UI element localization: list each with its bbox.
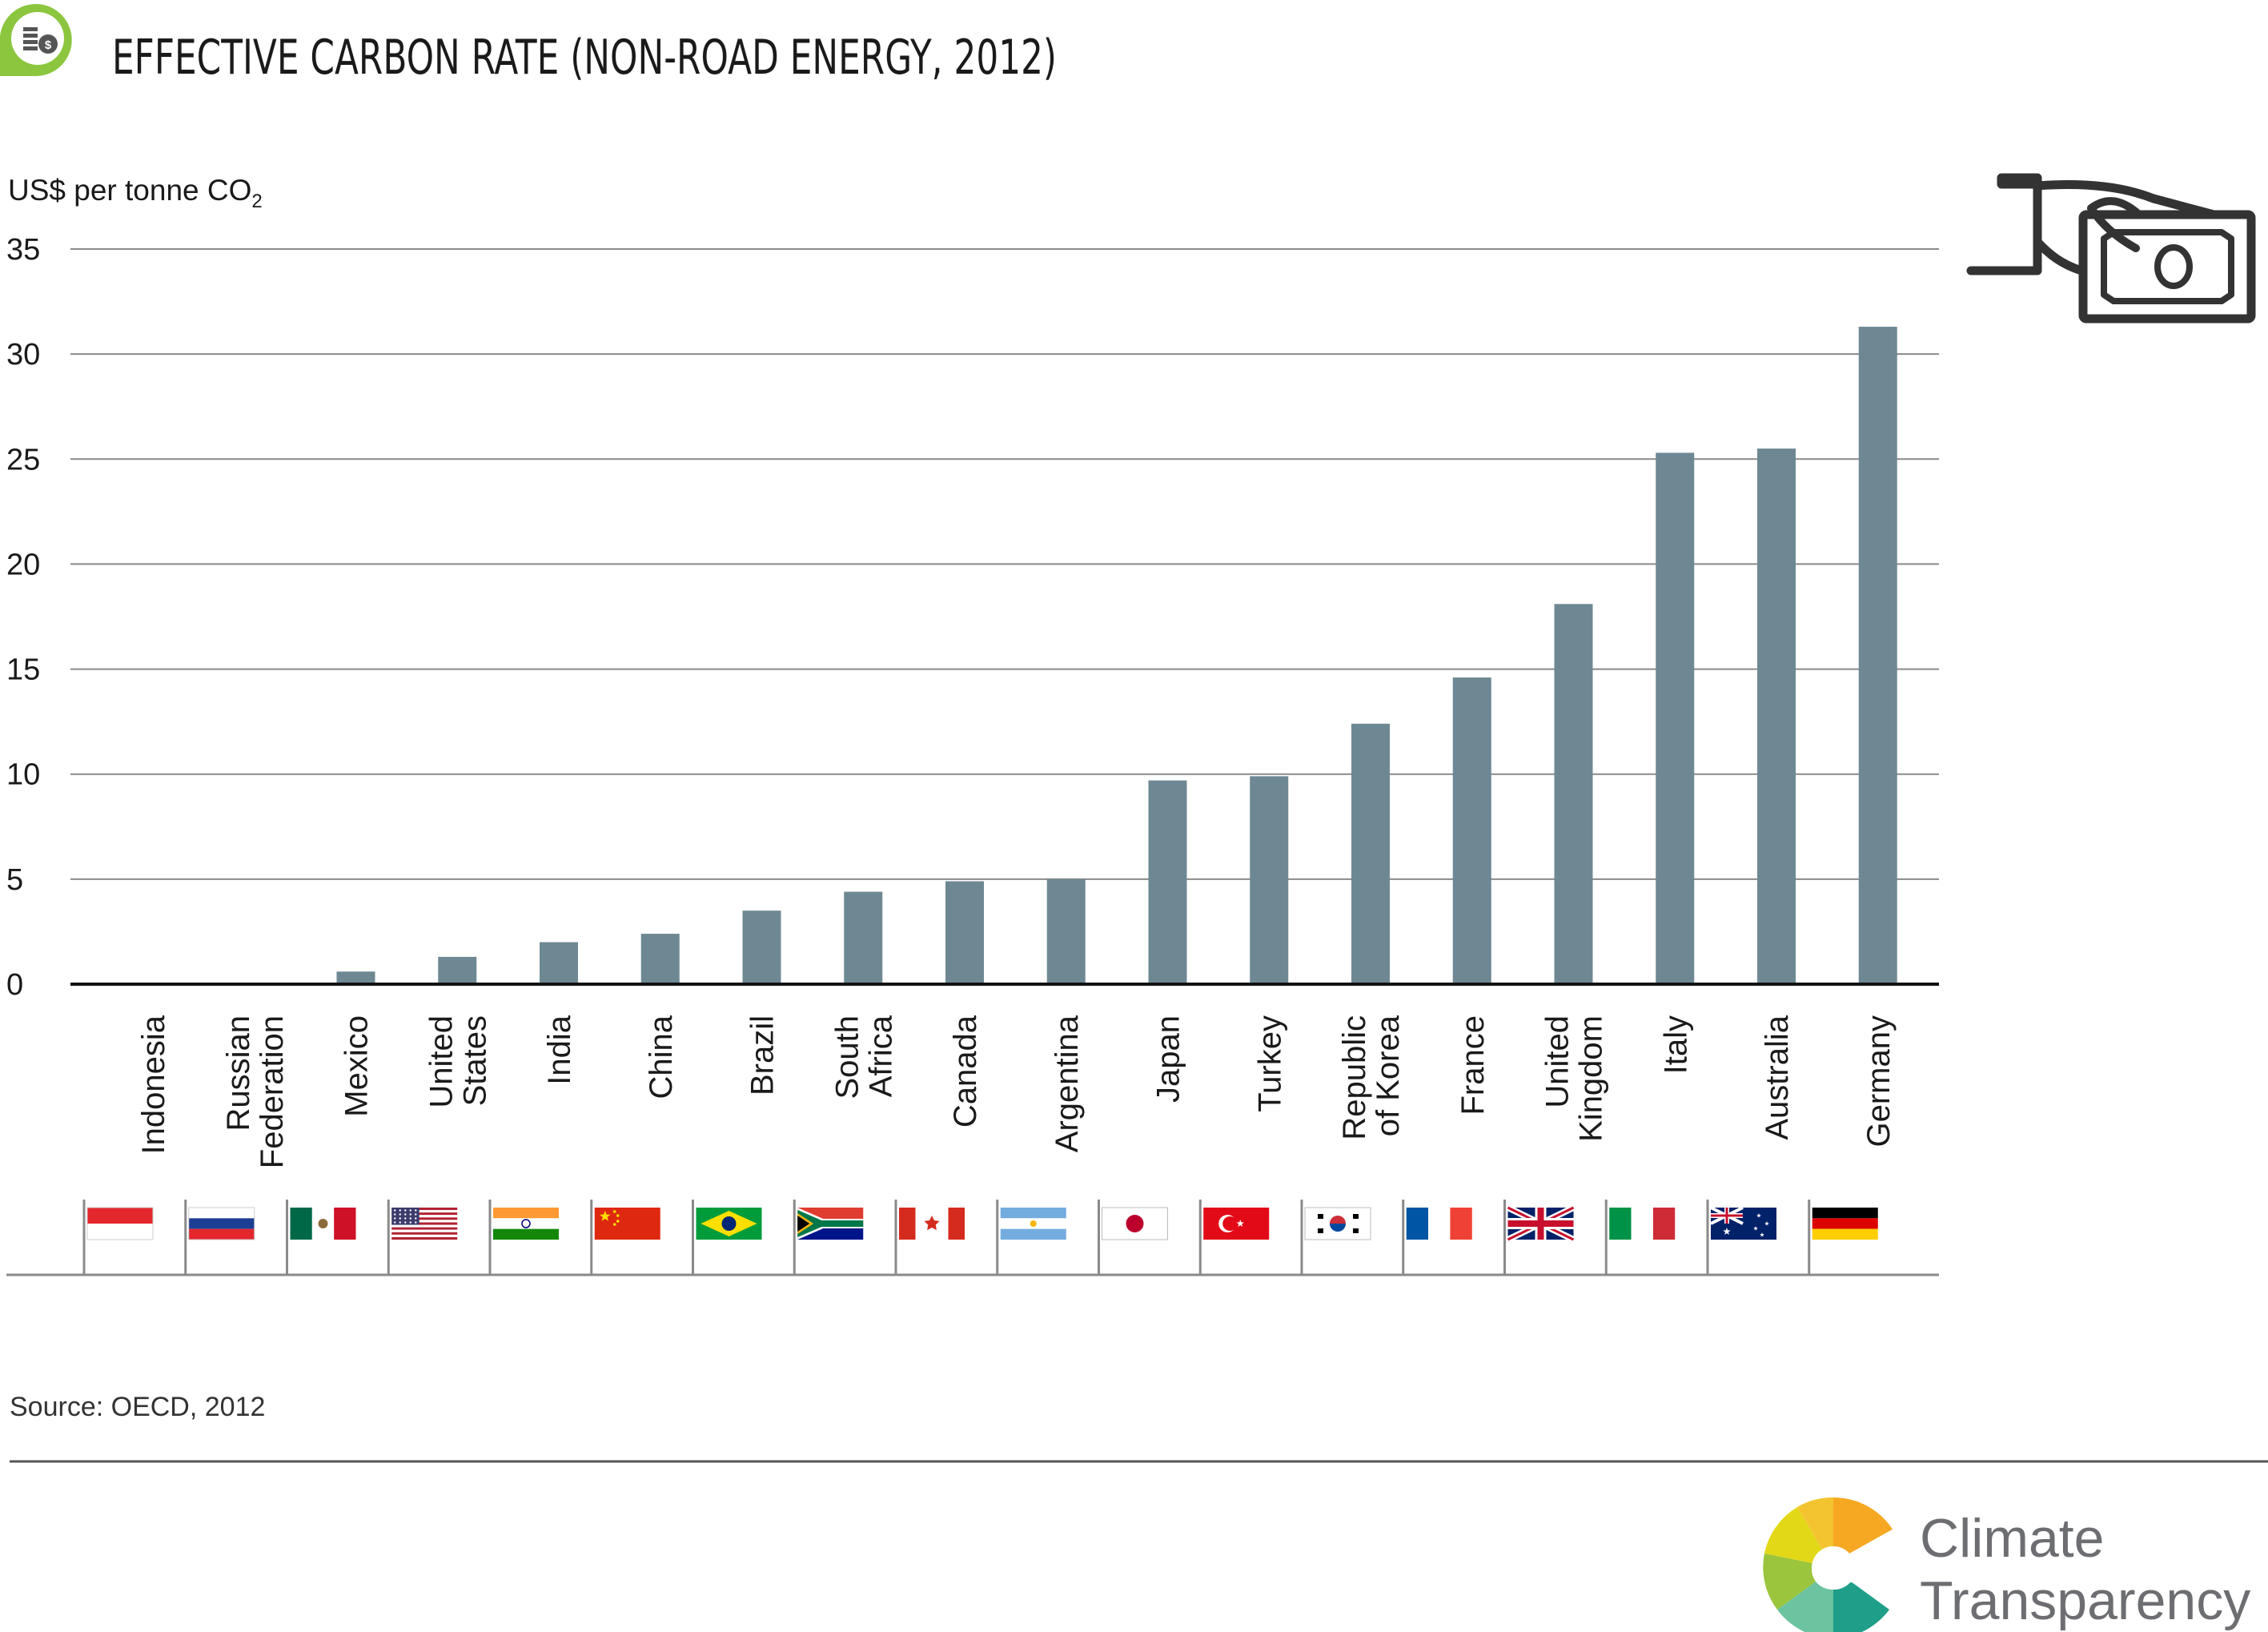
y-tick-label: 30: [6, 338, 40, 372]
x-tick-label: Turkey: [1252, 1015, 1287, 1112]
italy-flag-icon: [1604, 1200, 1676, 1275]
russia-flag-icon: [184, 1200, 255, 1275]
mexico-flag-icon: [286, 1200, 356, 1275]
turkey-flag-icon: [1198, 1200, 1270, 1275]
france-flag-icon: [1402, 1200, 1472, 1275]
x-tick-label: SouthAfrica: [829, 1015, 898, 1099]
bar: [1452, 677, 1491, 984]
bar: [1351, 723, 1390, 984]
x-tick-label: Argentina: [1050, 1015, 1085, 1152]
page-title: EFFECTIVE CARBON RATE (NON-ROAD ENERGY, …: [112, 30, 1057, 86]
bar: [1046, 878, 1086, 984]
bar: [640, 934, 680, 984]
gridlines: [70, 248, 1939, 880]
germany-flag-icon: [1808, 1200, 1878, 1275]
united-states-flag-icon: [387, 1200, 458, 1275]
y-tick-label: 20: [6, 548, 40, 581]
x-tick-label: Germany: [1861, 1015, 1897, 1148]
bar: [1250, 776, 1289, 984]
india-flag-icon: [488, 1200, 559, 1275]
x-tick-label: Indonesia: [136, 1015, 171, 1154]
x-tick-label: China: [644, 1015, 679, 1099]
bar: [945, 881, 984, 984]
bar: [1656, 452, 1695, 984]
china-flag-icon: [590, 1200, 660, 1275]
united-kingdom-flag-icon: [1503, 1200, 1576, 1275]
coins-icon: $: [0, 4, 72, 76]
x-tick-label: Brazil: [745, 1015, 781, 1095]
y-tick-label: 25: [6, 443, 40, 476]
bar: [844, 891, 883, 984]
indonesia-flag-icon: [82, 1200, 154, 1275]
x-tick-labels: Indonesia RussianFederation Mexico UnitedSt…: [136, 1015, 1897, 1168]
canada-flag-icon: [894, 1200, 965, 1275]
japan-flag-icon: [1098, 1200, 1168, 1275]
y-tick-label: 5: [6, 863, 23, 897]
argentina-flag-icon: [996, 1200, 1066, 1275]
logo-text-climate: Climate: [1920, 1508, 2105, 1569]
y-axis-label: US$ per tonne CO2: [8, 174, 263, 212]
brazil-flag-icon: [692, 1200, 762, 1275]
bar: [336, 971, 375, 984]
y-tick-label: 15: [6, 653, 40, 687]
y-tick-label: 10: [6, 758, 40, 792]
x-tick-label: Mexico: [339, 1015, 375, 1117]
y-tick-labels: 0 5 10 15 20 25 30 35: [6, 233, 40, 1002]
x-tick-label: RussianFederation: [221, 1015, 290, 1168]
bar: [1148, 780, 1187, 984]
logo-text-transparency: Transparency: [1920, 1570, 2250, 1631]
climate-transparency-logo-icon: [1763, 1497, 1909, 1632]
source-note: Source: OECD, 2012: [10, 1392, 265, 1422]
bars: [336, 327, 1897, 984]
flags: [82, 1200, 1878, 1275]
x-tick-label: UnitedStates: [423, 1015, 492, 1108]
bar: [540, 942, 578, 984]
y-tick-label: 0: [6, 968, 23, 1002]
x-tick-label: India: [542, 1015, 577, 1084]
bar: [1757, 448, 1796, 984]
x-tick-label: Japan: [1151, 1015, 1186, 1103]
bar: [1554, 604, 1593, 984]
y-tick-label: 35: [6, 233, 40, 267]
svg-text:$: $: [45, 38, 52, 52]
australia-flag-icon: [1706, 1200, 1776, 1275]
bar: [438, 956, 477, 984]
x-tick-label: Italy: [1658, 1015, 1693, 1074]
south-africa-flag-icon: [793, 1200, 864, 1275]
bar: [742, 910, 781, 984]
x-tick-label: Canada: [948, 1015, 983, 1128]
bar: [1858, 327, 1897, 984]
korea-flag-icon: [1300, 1200, 1371, 1275]
x-tick-label: Australia: [1760, 1015, 1795, 1140]
x-tick-label: Republicof Korea: [1337, 1015, 1406, 1140]
hand-money-icon: [1966, 173, 2256, 324]
x-tick-label: UnitedKingdom: [1540, 1015, 1609, 1142]
x-tick-label: France: [1455, 1015, 1491, 1115]
